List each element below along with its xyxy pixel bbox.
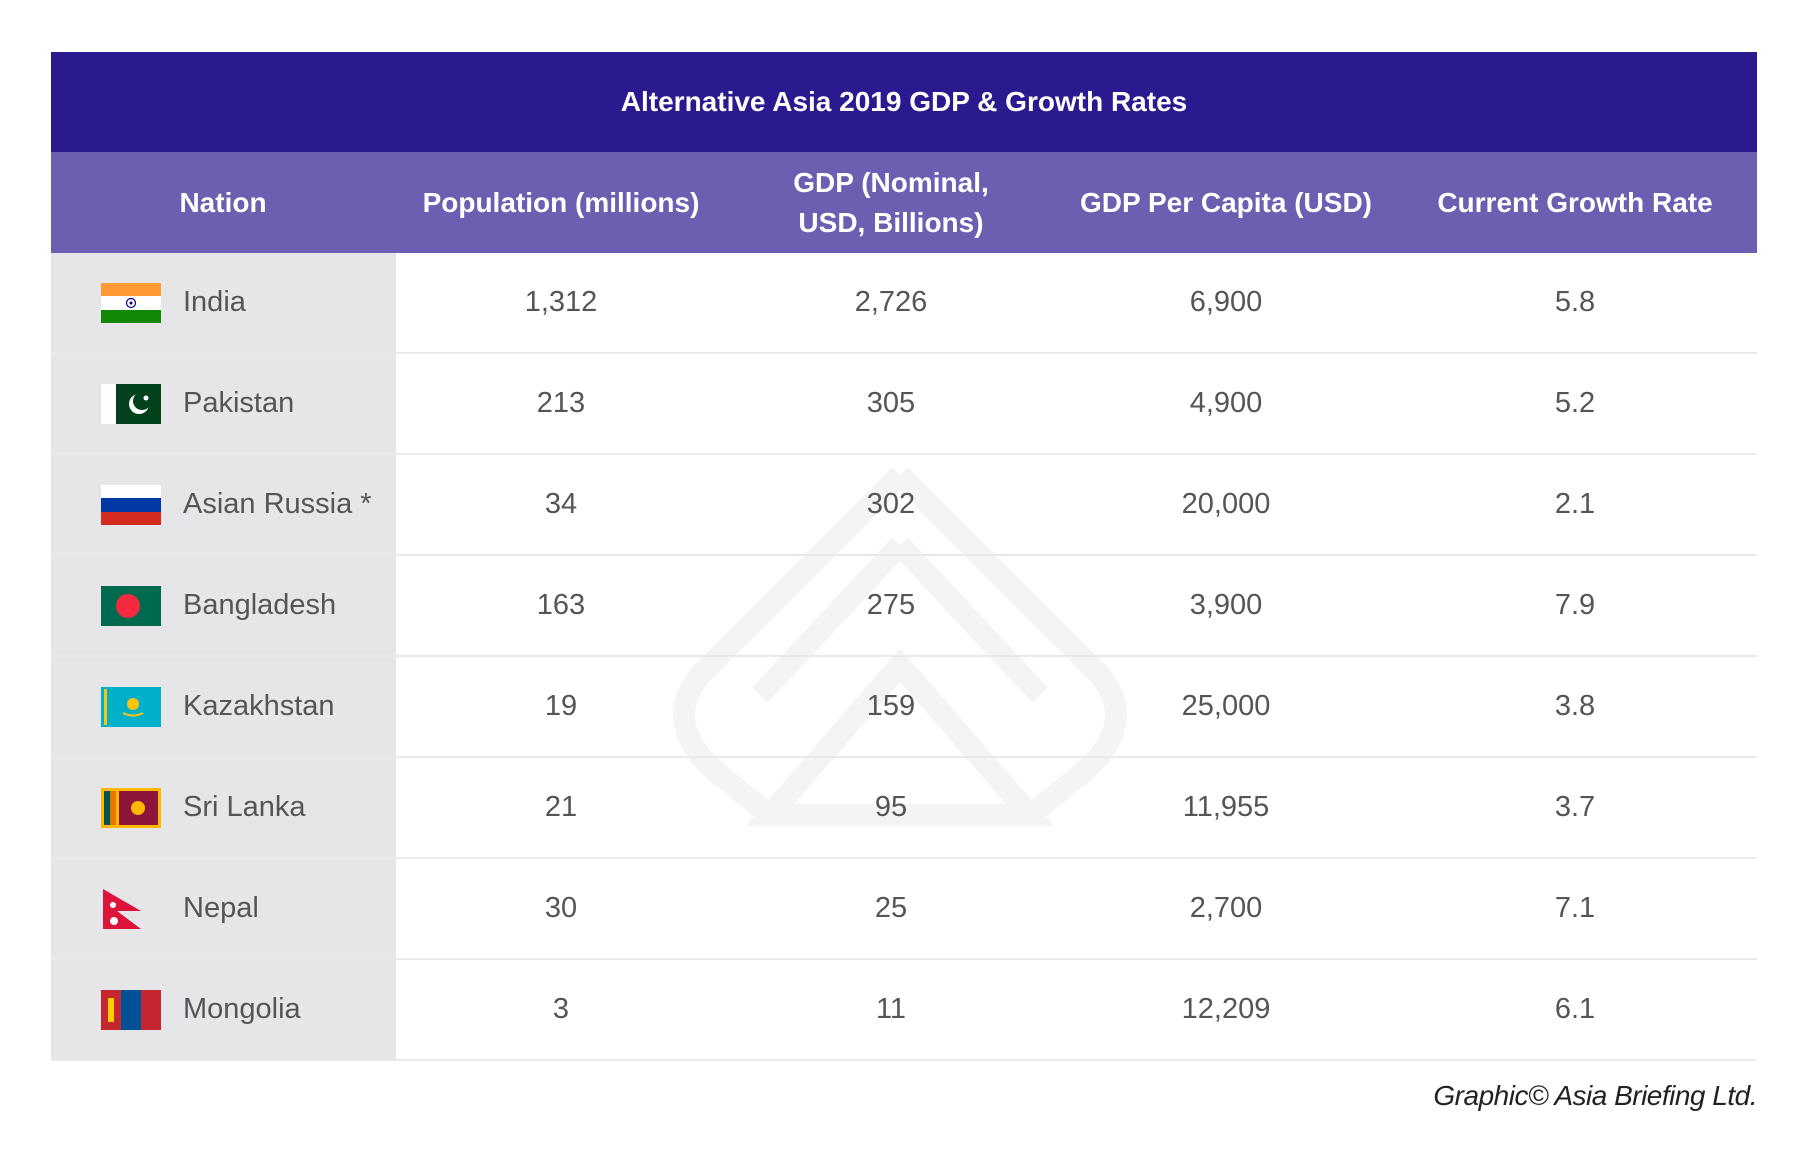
population-cell: 19 — [544, 690, 578, 722]
nation-cell: Nepal — [51, 859, 396, 958]
nation-name: Nepal — [183, 892, 259, 924]
growth-cell: 3.7 — [1554, 791, 1596, 823]
gdp-cell: 302 — [866, 488, 916, 520]
india-flag-icon — [101, 282, 161, 323]
population-cell: 30 — [544, 892, 578, 924]
per-capita-cell: 4,900 — [1189, 387, 1263, 419]
gdp-cell: 11 — [875, 993, 907, 1025]
growth-cell: 3.8 — [1554, 690, 1596, 722]
gdp-table: Alternative Asia 2019 GDP & Growth Rates… — [51, 52, 1757, 1061]
gdp-cell: 2,726 — [854, 286, 928, 318]
sri-lanka-flag-icon — [101, 787, 161, 828]
growth-cell: 7.1 — [1554, 892, 1596, 924]
nation-cell: Asian Russia * — [51, 455, 396, 554]
per-capita-cell: 25,000 — [1181, 690, 1271, 722]
russia-flag-icon — [101, 484, 161, 525]
gdp-cell: 159 — [866, 690, 916, 722]
table-row: Asian Russia * 34 302 20,000 2.1 — [51, 455, 1757, 556]
gdp-cell: 25 — [874, 892, 908, 924]
table-title: Alternative Asia 2019 GDP & Growth Rates — [51, 52, 1757, 152]
bangladesh-flag-icon — [101, 585, 161, 626]
population-cell: 213 — [536, 387, 586, 419]
table-row: Kazakhstan 19 159 25,000 3.8 — [51, 657, 1757, 758]
column-header-growth: Current Growth Rate — [1437, 186, 1713, 218]
nation-cell: Pakistan — [51, 354, 396, 453]
growth-cell: 2.1 — [1554, 488, 1596, 520]
growth-cell: 7.9 — [1554, 589, 1596, 621]
nation-cell: Sri Lanka — [51, 758, 396, 857]
table-row: India 1,312 2,726 6,900 5.8 — [51, 253, 1757, 354]
table-header: Nation Population (millions) GDP (Nomina… — [51, 152, 1757, 253]
nation-name: Sri Lanka — [183, 791, 306, 823]
column-header-gdp: GDP (Nominal, USD, Billions) — [793, 166, 989, 238]
nation-name: Mongolia — [183, 993, 301, 1025]
population-cell: 163 — [536, 589, 586, 621]
nepal-flag-icon — [101, 888, 161, 929]
nation-cell: India — [51, 253, 396, 352]
kazakhstan-flag-icon — [101, 686, 161, 727]
nation-name: Kazakhstan — [183, 690, 335, 722]
growth-cell: 5.2 — [1554, 387, 1596, 419]
nation-cell: Mongolia — [51, 960, 396, 1059]
gdp-cell: 95 — [874, 791, 908, 823]
gdp-cell: 305 — [866, 387, 916, 419]
table-row: Sri Lanka 21 95 11,955 3.7 — [51, 758, 1757, 859]
nation-cell: Bangladesh — [51, 556, 396, 655]
table-row: Mongolia 3 11 12,209 6.1 — [51, 960, 1757, 1061]
credit-text: Graphic© Asia Briefing Ltd. — [1433, 1080, 1757, 1111]
nation-name: Asian Russia * — [183, 488, 372, 520]
gdp-cell: 275 — [866, 589, 916, 621]
pakistan-flag-icon — [101, 383, 161, 424]
nation-name: India — [183, 286, 246, 318]
per-capita-cell: 11,955 — [1182, 791, 1270, 823]
table-row: Bangladesh 163 275 3,900 7.9 — [51, 556, 1757, 657]
growth-cell: 5.8 — [1554, 286, 1596, 318]
column-header-population: Population (millions) — [422, 186, 700, 218]
nation-name: Pakistan — [183, 387, 295, 419]
per-capita-cell: 6,900 — [1189, 286, 1263, 318]
table-row: Nepal 30 25 2,700 7.1 — [51, 859, 1757, 960]
per-capita-cell: 3,900 — [1189, 589, 1263, 621]
per-capita-cell: 12,209 — [1181, 993, 1271, 1025]
population-cell: 21 — [544, 791, 578, 823]
watermark-logo — [673, 467, 1127, 826]
column-header-nation: Nation — [179, 186, 267, 218]
nation-cell: Kazakhstan — [51, 657, 396, 756]
table-row: Pakistan 213 305 4,900 5.2 — [51, 354, 1757, 455]
column-header-per-capita: GDP Per Capita (USD) — [1080, 186, 1372, 218]
growth-cell: 6.1 — [1554, 993, 1596, 1025]
population-cell: 1,312 — [524, 286, 598, 318]
population-cell: 3 — [552, 993, 570, 1025]
mongolia-flag-icon — [101, 989, 161, 1030]
per-capita-cell: 20,000 — [1181, 488, 1271, 520]
nation-name: Bangladesh — [183, 589, 337, 621]
population-cell: 34 — [544, 488, 578, 520]
per-capita-cell: 2,700 — [1189, 892, 1263, 924]
